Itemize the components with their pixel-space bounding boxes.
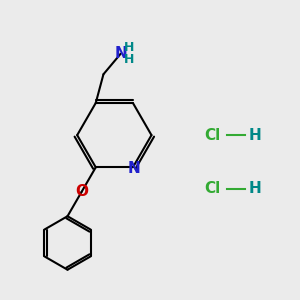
Text: N: N: [114, 46, 127, 61]
Text: Cl: Cl: [204, 128, 220, 142]
Text: H: H: [124, 41, 134, 54]
Text: O: O: [75, 184, 88, 199]
Text: Cl: Cl: [204, 181, 220, 196]
Text: N: N: [128, 161, 141, 176]
Text: H: H: [248, 181, 261, 196]
Text: H: H: [124, 52, 134, 66]
Text: H: H: [248, 128, 261, 142]
